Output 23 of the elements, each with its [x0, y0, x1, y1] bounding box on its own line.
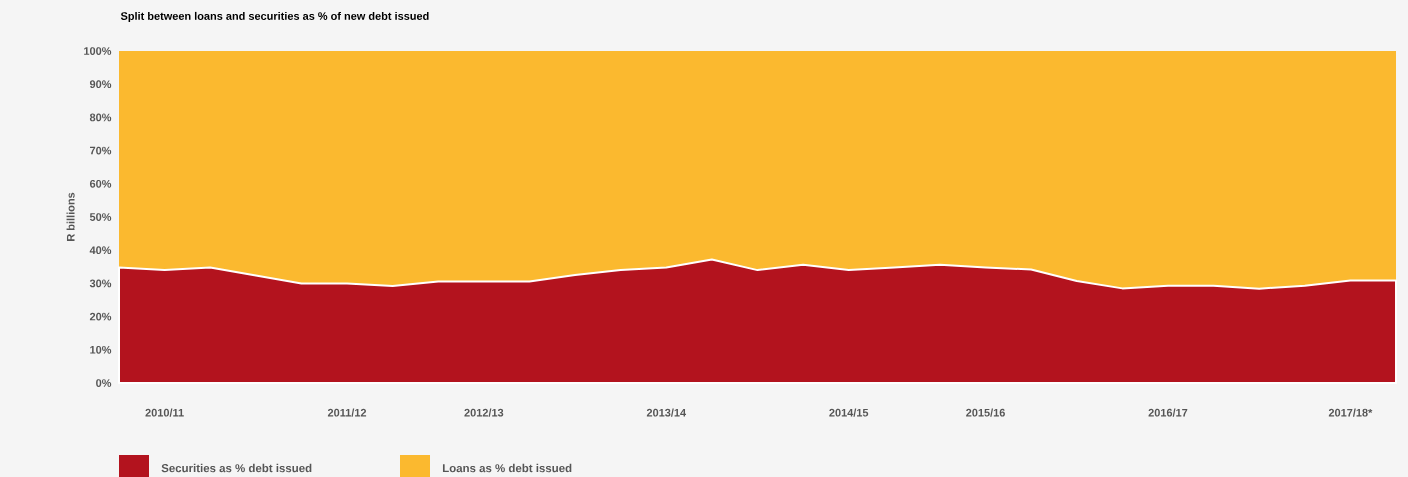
y-tick-label: 100%: [84, 47, 112, 55]
x-tick-label: 2015/16: [966, 408, 1005, 417]
y-tick-label: 80%: [89, 113, 112, 122]
y-tick-label: 10%: [90, 345, 112, 354]
y-tick-label: 20%: [89, 312, 112, 321]
x-tick-label: 2011/12: [327, 408, 367, 417]
x-tick-label: 2012/13: [464, 408, 504, 417]
y-tick-label: 40%: [89, 246, 112, 255]
x-tick-label: 2017/18*: [1328, 408, 1373, 417]
y-tick-label: 30%: [89, 279, 112, 288]
x-tick-label: 2016/17: [1148, 408, 1188, 417]
legend-label: Loans as % debt issued: [442, 463, 572, 473]
x-tick-label: 2013/14: [646, 408, 687, 417]
x-tick-label: 2014/15: [829, 408, 869, 417]
y-tick-label: 50%: [89, 213, 112, 221]
x-tick-label: 2010/11: [145, 408, 184, 417]
y-axis-title: R billions: [66, 192, 75, 241]
y-tick-label: 70%: [90, 146, 112, 155]
chart-title: Split between loans and securities as % of new debt issued: [120, 11, 429, 23]
y-tick-label: 90%: [89, 80, 112, 89]
legend-label: Securities as % debt issued: [161, 463, 312, 473]
y-tick-label: 60%: [89, 179, 112, 188]
y-tick-label: 0%: [96, 379, 112, 387]
